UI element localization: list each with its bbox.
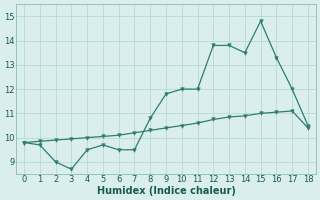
X-axis label: Humidex (Indice chaleur): Humidex (Indice chaleur) <box>97 186 236 196</box>
